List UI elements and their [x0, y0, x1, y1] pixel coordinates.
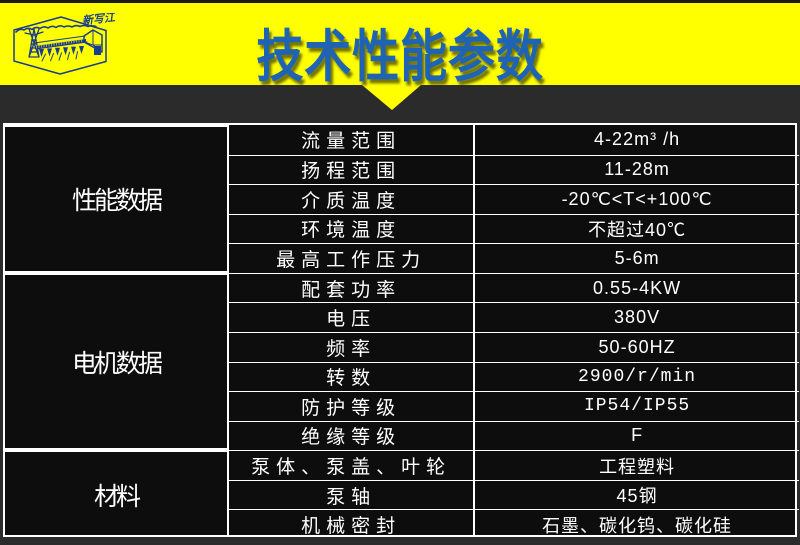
svg-text:新写江: 新写江: [81, 13, 115, 27]
